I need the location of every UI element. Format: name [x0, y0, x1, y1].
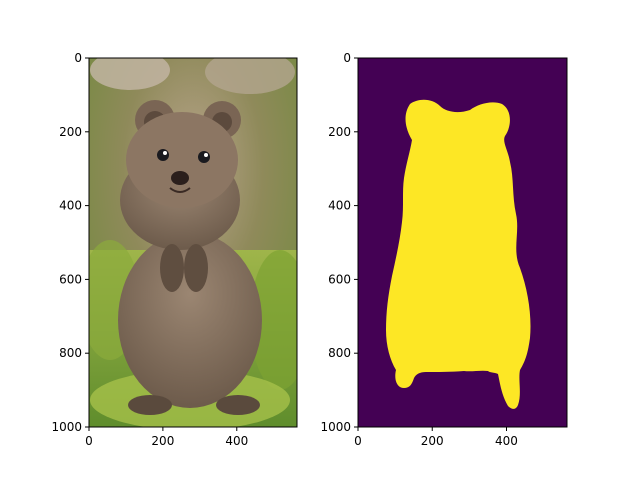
mask-y-tick-label: 1000	[320, 420, 351, 434]
photo-y-tick-label: 0	[74, 51, 82, 65]
photo-y-tick-label: 200	[59, 125, 82, 139]
photo-x-tick-label: 0	[85, 434, 93, 448]
mask-axes: 0 200 400 0 200 400 600 800 1000	[320, 51, 568, 448]
mask-y-tick-label: 200	[328, 125, 351, 139]
photo-y-tick-label: 600	[59, 272, 82, 286]
mask-y-tick-label: 400	[328, 199, 351, 213]
mask-y-tick-label: 0	[343, 51, 351, 65]
mask-x-tick-label: 0	[354, 434, 362, 448]
photo-y-tick-label: 800	[59, 346, 82, 360]
mask-x-tick-label: 200	[421, 434, 444, 448]
mask-y-tick-label: 600	[328, 272, 351, 286]
photo-axes: 0 200 400 0 200 400 600 800 1000	[51, 51, 298, 448]
photo-x-tick-label: 200	[151, 434, 174, 448]
mask-frame	[357, 57, 568, 428]
photo-frame	[88, 57, 298, 428]
photo-y-tick-label: 400	[59, 199, 82, 213]
photo-y-tick-label: 1000	[51, 420, 82, 434]
photo-x-tick-label: 400	[225, 434, 248, 448]
mask-y-tick-label: 800	[328, 346, 351, 360]
mask-x-tick-label: 400	[495, 434, 518, 448]
quokka-photo	[89, 58, 297, 427]
mask-foreground	[386, 99, 531, 409]
